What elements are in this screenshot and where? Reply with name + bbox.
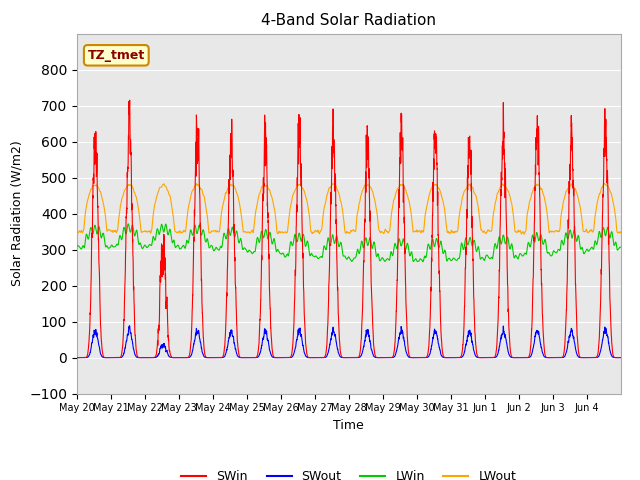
Text: TZ_tmet: TZ_tmet: [88, 49, 145, 62]
Legend: SWin, SWout, LWin, LWout: SWin, SWout, LWin, LWout: [176, 465, 522, 480]
Y-axis label: Solar Radiation (W/m2): Solar Radiation (W/m2): [10, 141, 24, 287]
X-axis label: Time: Time: [333, 419, 364, 432]
Title: 4-Band Solar Radiation: 4-Band Solar Radiation: [261, 13, 436, 28]
